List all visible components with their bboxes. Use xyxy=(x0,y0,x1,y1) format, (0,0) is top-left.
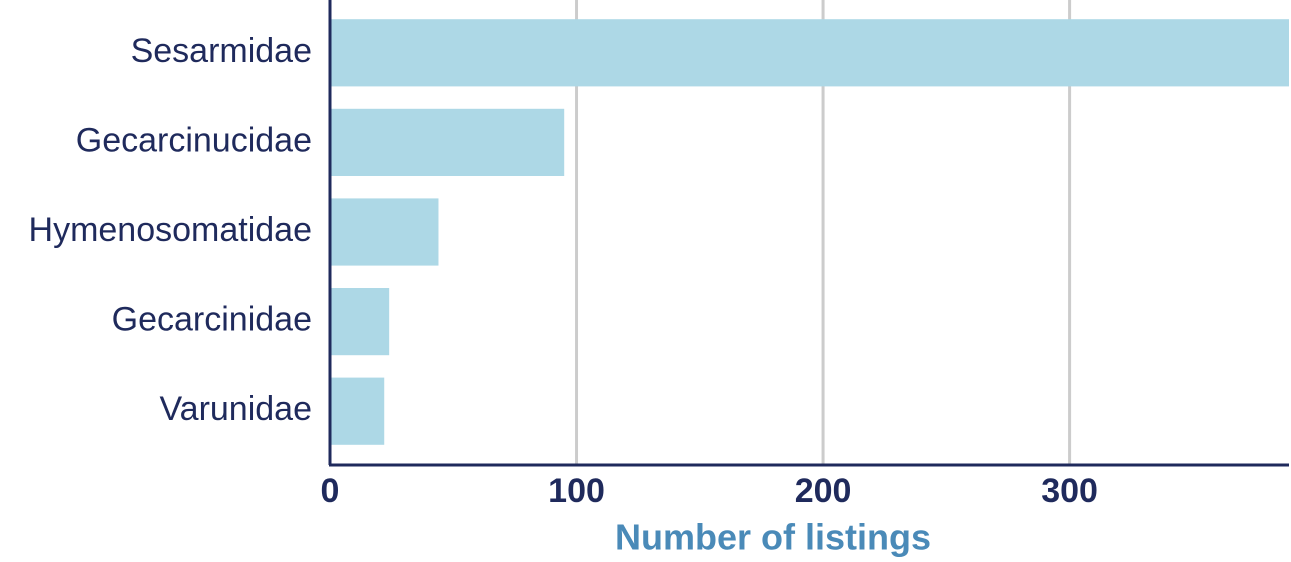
bar xyxy=(330,377,385,445)
bar xyxy=(330,288,390,356)
bar xyxy=(330,198,439,266)
y-tick-label: Gecarcinucidae xyxy=(76,121,312,159)
x-axis-title: Number of listings xyxy=(615,517,931,558)
y-tick-label: Varunidae xyxy=(160,390,313,428)
x-tick-label: 100 xyxy=(548,472,605,510)
x-tick-label: 300 xyxy=(1041,472,1098,510)
y-tick-label: Sesarmidae xyxy=(131,32,312,70)
bar xyxy=(330,19,1289,87)
y-tick-label: Hymenosomatidae xyxy=(29,211,312,249)
x-tick-label: 200 xyxy=(795,472,852,510)
x-tick-label: 0 xyxy=(321,472,340,510)
y-tick-label: Gecarcinidae xyxy=(112,301,312,339)
bar xyxy=(330,108,565,176)
